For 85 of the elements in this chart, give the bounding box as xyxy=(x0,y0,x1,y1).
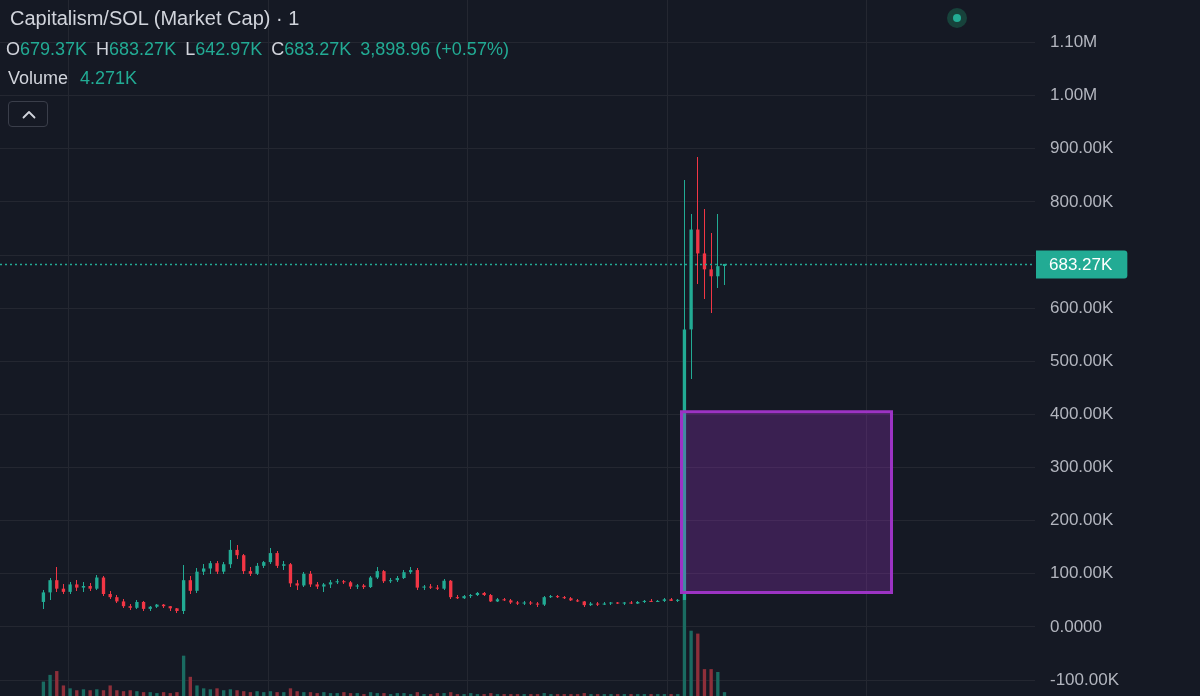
y-tick-label: 500.00K xyxy=(1050,350,1114,370)
bar xyxy=(709,669,713,696)
bar xyxy=(275,692,279,696)
bar xyxy=(175,692,179,696)
ref-line-label: 683.27K xyxy=(1049,255,1113,275)
bar xyxy=(81,689,86,696)
bar xyxy=(135,691,139,696)
bar xyxy=(722,692,727,696)
bar xyxy=(121,691,126,696)
annotation: 3,898.96 (+0.57%) xyxy=(360,38,509,60)
bar xyxy=(308,692,313,696)
y-tick-label: 1.00M xyxy=(1050,85,1098,105)
bar xyxy=(288,688,293,696)
bar xyxy=(75,690,79,696)
bar xyxy=(222,690,226,696)
bar xyxy=(255,691,259,696)
annotation: O679.37K xyxy=(6,39,88,59)
bar xyxy=(382,693,386,696)
bar xyxy=(402,693,406,696)
bar xyxy=(582,693,586,696)
bar xyxy=(215,688,219,696)
bar xyxy=(61,685,66,696)
bar xyxy=(168,693,172,696)
candlestick xyxy=(709,233,713,313)
annotation: Volume xyxy=(8,67,69,89)
bar xyxy=(235,690,239,696)
bar xyxy=(302,692,306,696)
bar xyxy=(469,693,473,696)
annotation: H683.27K xyxy=(96,39,177,59)
bar xyxy=(335,693,339,696)
bar xyxy=(375,693,379,696)
bar xyxy=(542,693,546,696)
bar xyxy=(328,693,333,696)
bar xyxy=(355,693,359,696)
bar xyxy=(368,692,373,696)
y-tick-label: 400.00K xyxy=(1050,404,1114,424)
chart-title: Capitalism/SOL (Market Cap) · 1 xyxy=(10,6,300,30)
bar xyxy=(348,693,353,696)
bar xyxy=(716,672,720,696)
bar xyxy=(442,693,446,696)
bar xyxy=(148,692,152,696)
y-tick-label: 600.00K xyxy=(1050,297,1114,317)
y-tick-label: 300.00K xyxy=(1050,457,1114,477)
bar xyxy=(315,693,319,696)
bar xyxy=(268,691,273,696)
bar xyxy=(489,693,493,696)
bar xyxy=(242,691,246,696)
y-tick-label: 200.00K xyxy=(1050,510,1114,530)
bar xyxy=(128,690,132,696)
bar xyxy=(195,685,199,696)
bar xyxy=(161,692,166,696)
y-tick-label: 900.00K xyxy=(1050,138,1114,158)
bar xyxy=(295,691,299,696)
bar xyxy=(262,692,266,696)
bar xyxy=(395,693,399,696)
bar xyxy=(702,669,707,696)
bar xyxy=(115,690,119,696)
bar xyxy=(228,689,233,696)
bar xyxy=(208,689,213,696)
bar xyxy=(449,692,453,696)
annotation: L642.97K xyxy=(185,39,263,59)
y-tick-label: 1.10M xyxy=(1050,32,1098,52)
bar xyxy=(101,690,106,696)
annotation: C683.27K xyxy=(271,39,352,59)
bar xyxy=(282,692,286,696)
bar xyxy=(435,693,440,696)
y-tick-label: 0.0000 xyxy=(1050,616,1102,636)
bar xyxy=(141,692,146,696)
y-tick-label: -100.00K xyxy=(1050,669,1120,689)
bar xyxy=(88,690,92,696)
bar xyxy=(95,689,99,696)
bar xyxy=(55,671,59,696)
y-tick-label: 100.00K xyxy=(1050,563,1114,583)
bar xyxy=(155,693,159,696)
bar xyxy=(342,692,346,696)
bar xyxy=(68,688,72,696)
bar xyxy=(201,688,206,696)
bar xyxy=(689,630,693,696)
annotation: 4.271K xyxy=(80,67,138,89)
bar xyxy=(248,692,253,696)
bar xyxy=(322,692,326,696)
bar xyxy=(108,685,112,696)
bar xyxy=(48,674,52,696)
bar xyxy=(415,692,420,696)
y-tick-label: 800.00K xyxy=(1050,191,1114,211)
